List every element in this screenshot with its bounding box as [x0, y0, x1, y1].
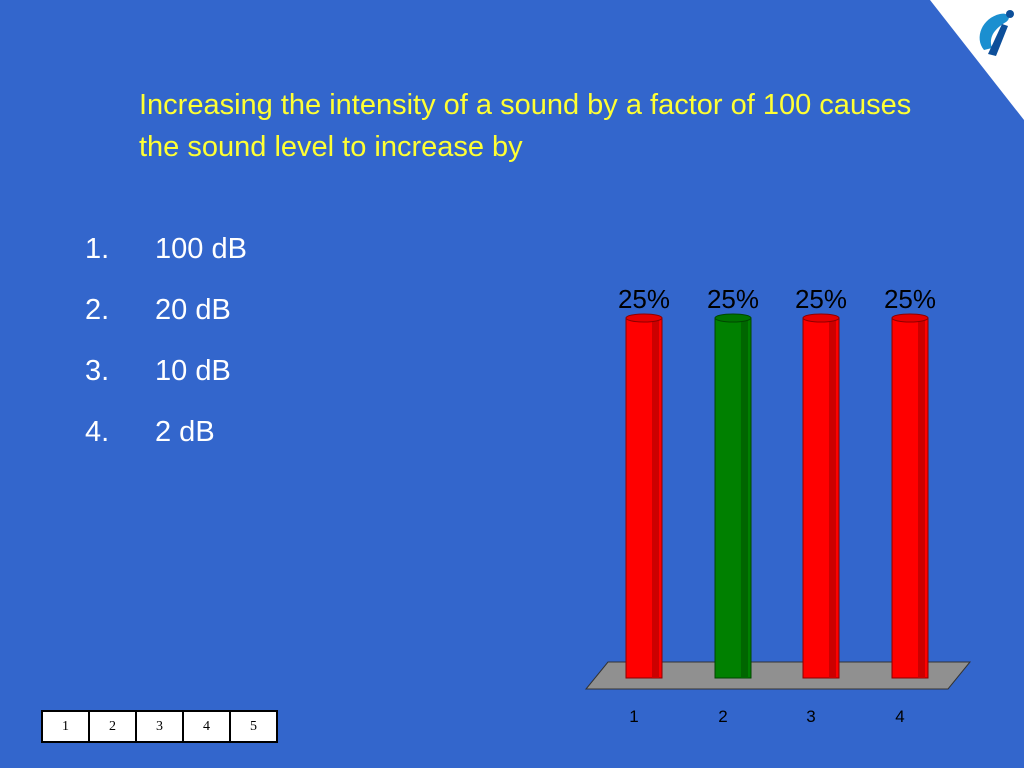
answer-text: 100 dB	[155, 233, 247, 265]
bar-cap-2	[714, 313, 752, 323]
data-label-3: 25%	[795, 284, 847, 314]
bar-shade-4	[918, 318, 925, 678]
bar-shade-2	[741, 318, 748, 678]
answer-option-4: 4. 2 dB	[85, 409, 247, 470]
x-tick-1: 1	[629, 707, 638, 726]
answer-text: 20 dB	[155, 294, 231, 326]
answer-option-2: 2. 20 dB	[85, 287, 247, 348]
slide-navigation: 1 2 3 4 5	[41, 710, 278, 743]
nav-button-1[interactable]: 1	[43, 712, 90, 741]
bar-cap-3	[802, 313, 840, 323]
answer-number: 3.	[85, 355, 110, 387]
data-label-1: 25%	[618, 284, 670, 314]
answer-option-1: 1. 100 dB	[85, 226, 247, 287]
question-text: Increasing the intensity of a sound by a…	[139, 89, 912, 163]
x-tick-2: 2	[718, 707, 727, 726]
answer-option-3: 3. 10 dB	[85, 348, 247, 409]
bar-cap-4	[891, 313, 929, 323]
bar-shade-3	[829, 318, 836, 678]
answer-list: 1. 100 dB 2. 20 dB 3. 10 dB 4. 2 dB	[85, 226, 247, 470]
nav-button-4[interactable]: 4	[184, 712, 231, 741]
x-tick-4: 4	[895, 707, 904, 726]
bar-cap-1	[625, 313, 663, 323]
data-label-4: 25%	[884, 284, 936, 314]
nav-button-2[interactable]: 2	[90, 712, 137, 741]
answer-number: 1.	[85, 233, 110, 265]
bar-shade-1	[652, 318, 659, 678]
nav-button-5[interactable]: 5	[250, 718, 257, 734]
nav-button-3[interactable]: 3	[137, 712, 184, 741]
x-tick-3: 3	[806, 707, 815, 726]
answer-number: 2.	[85, 294, 110, 326]
answer-number: 4.	[85, 416, 110, 448]
data-label-2: 25%	[707, 284, 759, 314]
page-curl-corner	[930, 0, 1024, 120]
answer-text: 2 dB	[155, 416, 215, 448]
chart-floor	[584, 661, 972, 690]
turning-point-logo-icon	[979, 10, 1014, 56]
answer-text: 10 dB	[155, 355, 231, 387]
